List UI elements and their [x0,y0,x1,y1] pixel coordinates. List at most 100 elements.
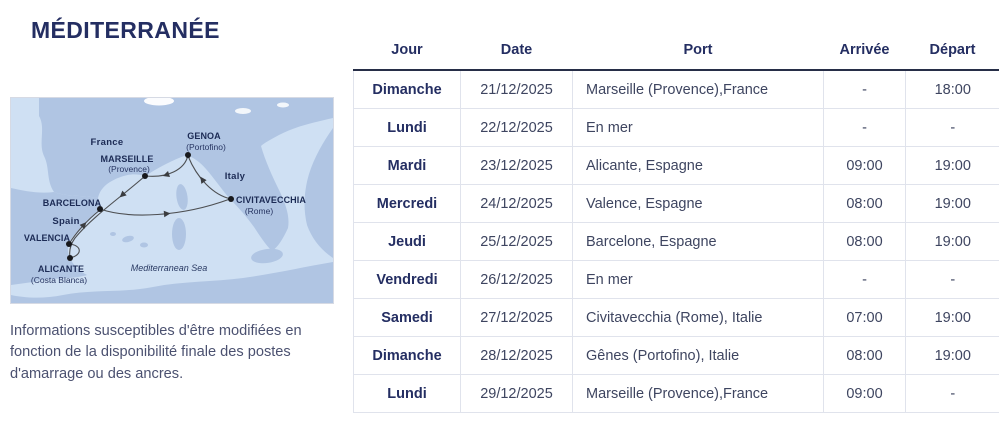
arrival-cell: 09:00 [823,374,906,413]
port-sublabel-civitavecchia: (Rome) [245,206,274,216]
departure-cell: - [905,374,999,413]
port-dot-valencia [66,241,72,247]
day-cell: Lundi [353,108,461,147]
table-row: Lundi 22/12/2025 En mer - - [353,108,999,147]
day-cell: Dimanche [353,336,461,375]
map-island-sardinia [172,218,186,250]
port-label-alicante: ALICANTE [38,264,84,274]
region-label-italy: Italy [225,171,246,182]
day-cell: Dimanche [353,70,461,109]
arrival-cell: - [823,260,906,299]
port-cell: Alicante, Espagne [572,146,824,185]
date-cell: 22/12/2025 [460,108,573,147]
departure-cell: - [905,108,999,147]
port-label-civitavecchia: CIVITAVECCHIA [236,195,306,205]
map-island-sicily [251,248,283,264]
table-row: Lundi 29/12/2025 Marseille (Provence),Fr… [353,374,999,413]
arrival-cell: 07:00 [823,298,906,337]
port-sublabel-marseille: (Provence) [108,164,150,174]
route-civitavecchia-genoa [187,155,232,200]
port-dot-marseille [142,173,148,179]
arrival-cell: 08:00 [823,184,906,223]
table-row: Jeudi 25/12/2025 Barcelone, Espagne 08:0… [353,222,999,261]
port-cell: Barcelone, Espagne [572,222,824,261]
header-row: Jour Date Port Arrivée Départ [353,35,999,71]
departure-cell: 19:00 [905,222,999,261]
arrival-cell: - [823,108,906,147]
map-island-corsica [176,184,188,210]
map-island-balearic-3 [110,232,116,236]
route-arrow-east [163,210,171,218]
table-row: Mercredi 24/12/2025 Valence, Espagne 08:… [353,184,999,223]
itinerary-table-header: Jour Date Port Arrivée Départ [353,35,999,71]
table-row: Vendredi 26/12/2025 En mer - - [353,260,999,299]
port-dot-genoa [185,152,191,158]
date-cell: 25/12/2025 [460,222,573,261]
date-cell: 27/12/2025 [460,298,573,337]
port-sublabel-alicante: (Costa Blanca) [31,275,87,285]
port-label-genoa: GENOA [187,131,221,141]
header-jour: Jour [353,35,461,71]
date-cell: 28/12/2025 [460,336,573,375]
arrival-cell: 08:00 [823,222,906,261]
date-cell: 29/12/2025 [460,374,573,413]
day-cell: Mardi [353,146,461,185]
route-arrow-ne [79,222,87,230]
date-cell: 21/12/2025 [460,70,573,109]
route-valencia-barcelona [68,209,101,245]
arrival-cell: - [823,70,906,109]
date-cell: 26/12/2025 [460,260,573,299]
port-cell: En mer [572,108,824,147]
departure-cell: 19:00 [905,184,999,223]
port-cell: Marseille (Provence),France [572,70,824,109]
header-depart: Départ [905,35,999,71]
sea-label: Mediterranean Sea [131,263,208,273]
day-cell: Samedi [353,298,461,337]
page-title: MÉDITERRANÉE [31,17,220,44]
route-arrow-west [162,170,170,178]
region-label-spain: Spain [52,216,79,227]
port-cell: Marseille (Provence),France [572,374,824,413]
port-sublabel-genoa: (Portofino) [186,142,226,152]
day-cell: Mercredi [353,184,461,223]
port-dot-alicante [67,255,73,261]
header-arrivee: Arrivée [823,35,906,71]
region-label-france: France [91,137,124,148]
mediterranean-map-svg: France Italy Spain Mediterranean Sea GEN… [11,98,333,303]
port-dot-civitavecchia [228,196,234,202]
map-island-balearic-1 [122,235,134,243]
route-barcelona-civitavecchia [99,198,231,216]
date-cell: 23/12/2025 [460,146,573,185]
date-cell: 24/12/2025 [460,184,573,223]
port-dot-barcelona [97,206,103,212]
map-cloud-3 [277,102,289,108]
day-cell: Jeudi [353,222,461,261]
table-row: Dimanche 21/12/2025 Marseille (Provence)… [353,70,999,109]
table-row: Mardi 23/12/2025 Alicante, Espagne 09:00… [353,146,999,185]
route-arrow-sw [119,190,127,198]
itinerary-map: France Italy Spain Mediterranean Sea GEN… [10,97,334,304]
port-cell: Gênes (Portofino), Italie [572,336,824,375]
table-row: Dimanche 28/12/2025 Gênes (Portofino), I… [353,336,999,375]
itinerary-table-body: Dimanche 21/12/2025 Marseille (Provence)… [353,70,999,413]
map-island-balearic-2 [140,242,148,248]
map-cloud-1 [144,98,174,106]
departure-cell: - [905,260,999,299]
port-cell: Civitavecchia (Rome), Italie [572,298,824,337]
table-row: Samedi 27/12/2025 Civitavecchia (Rome), … [353,298,999,337]
port-cell: Valence, Espagne [572,184,824,223]
departure-cell: 18:00 [905,70,999,109]
port-label-marseille: MARSEILLE [101,154,154,164]
arrival-cell: 08:00 [823,336,906,375]
header-port: Port [572,35,824,71]
map-cloud-2 [235,108,251,114]
header-date: Date [460,35,573,71]
map-land-spain [11,188,100,285]
disclaimer-note: Informations susceptibles d'être modifié… [10,322,302,382]
port-label-barcelona: BARCELONA [43,198,102,208]
map-land-europe [39,98,333,251]
port-label-valencia: VALENCIA [24,233,71,243]
route-arrow-north [200,176,207,184]
day-cell: Vendredi [353,260,461,299]
